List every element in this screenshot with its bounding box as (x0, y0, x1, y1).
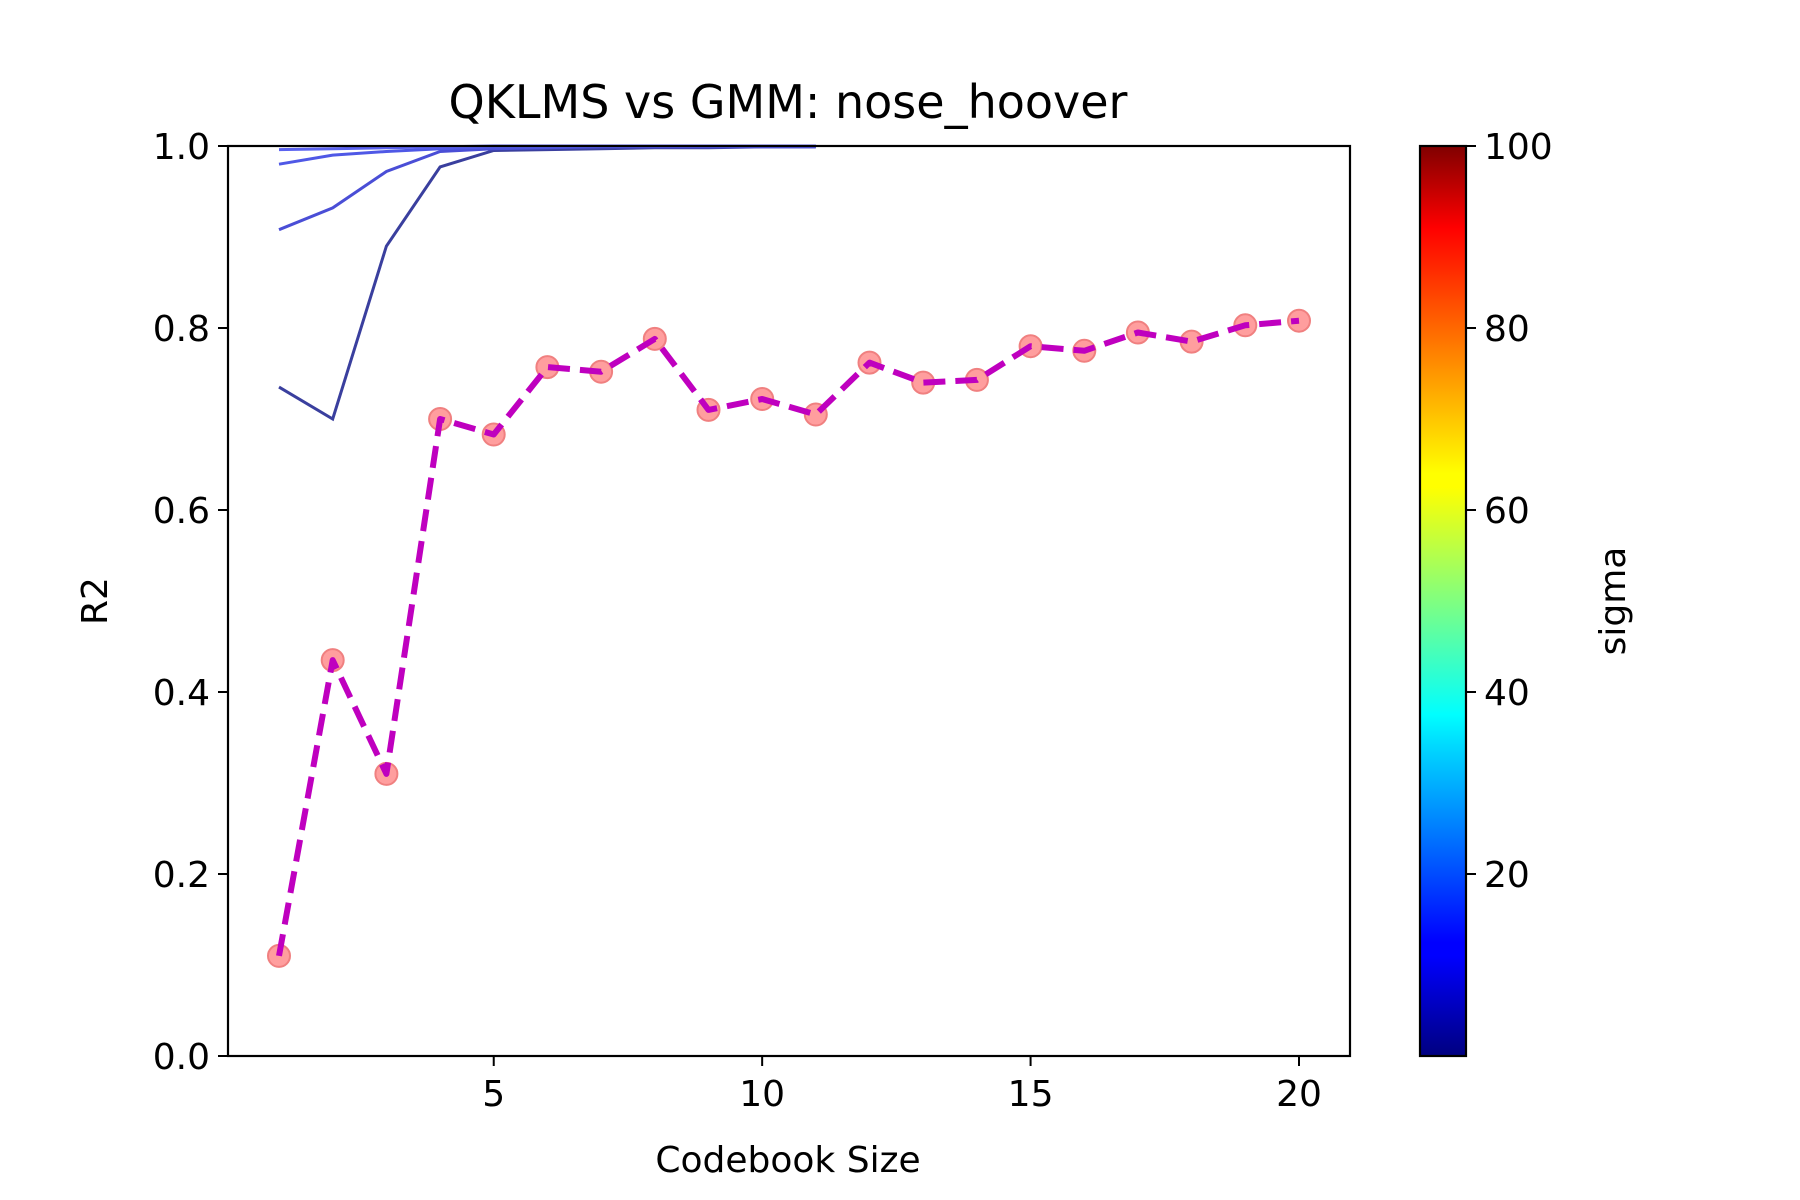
gmm-series-group (267, 308, 1311, 968)
x-tick-label: 15 (1008, 1074, 1054, 1115)
x-tick-label: 5 (482, 1074, 505, 1115)
x-tick-label: 10 (739, 1074, 785, 1115)
colorbar-tick-label: 40 (1484, 673, 1530, 714)
y-axis-ticks: 0.0 0.2 0.4 0.6 0.8 1.0 (153, 127, 228, 1078)
y-tick-label: 0.2 (153, 855, 210, 896)
colorbar-tick-label: 20 (1484, 855, 1530, 896)
x-tick-label: 20 (1276, 1074, 1322, 1115)
colorbar-tick-label: 100 (1484, 127, 1553, 168)
y-tick-label: 0.4 (153, 673, 210, 714)
colorbar-label: sigma (1593, 547, 1634, 656)
chart-title: QKLMS vs GMM: nose_hoover (449, 75, 1128, 129)
y-tick-label: 0.0 (153, 1037, 210, 1078)
y-tick-label: 0.6 (153, 491, 210, 532)
x-axis-label: Codebook Size (655, 1140, 920, 1181)
colorbar-ticks: 20 40 60 80 100 (1466, 127, 1553, 896)
y-tick-label: 1.0 (153, 127, 210, 168)
x-axis-ticks: 5 10 15 20 (482, 1056, 1322, 1115)
colorbar-tick-label: 60 (1484, 491, 1530, 532)
y-axis-label: R2 (75, 577, 116, 625)
colorbar (1418, 144, 1468, 1058)
plot-frame (226, 144, 1352, 1058)
colorbar-tick-label: 80 (1484, 309, 1530, 350)
y-tick-label: 0.8 (153, 309, 210, 350)
qklms-line-2 (278, 145, 816, 232)
